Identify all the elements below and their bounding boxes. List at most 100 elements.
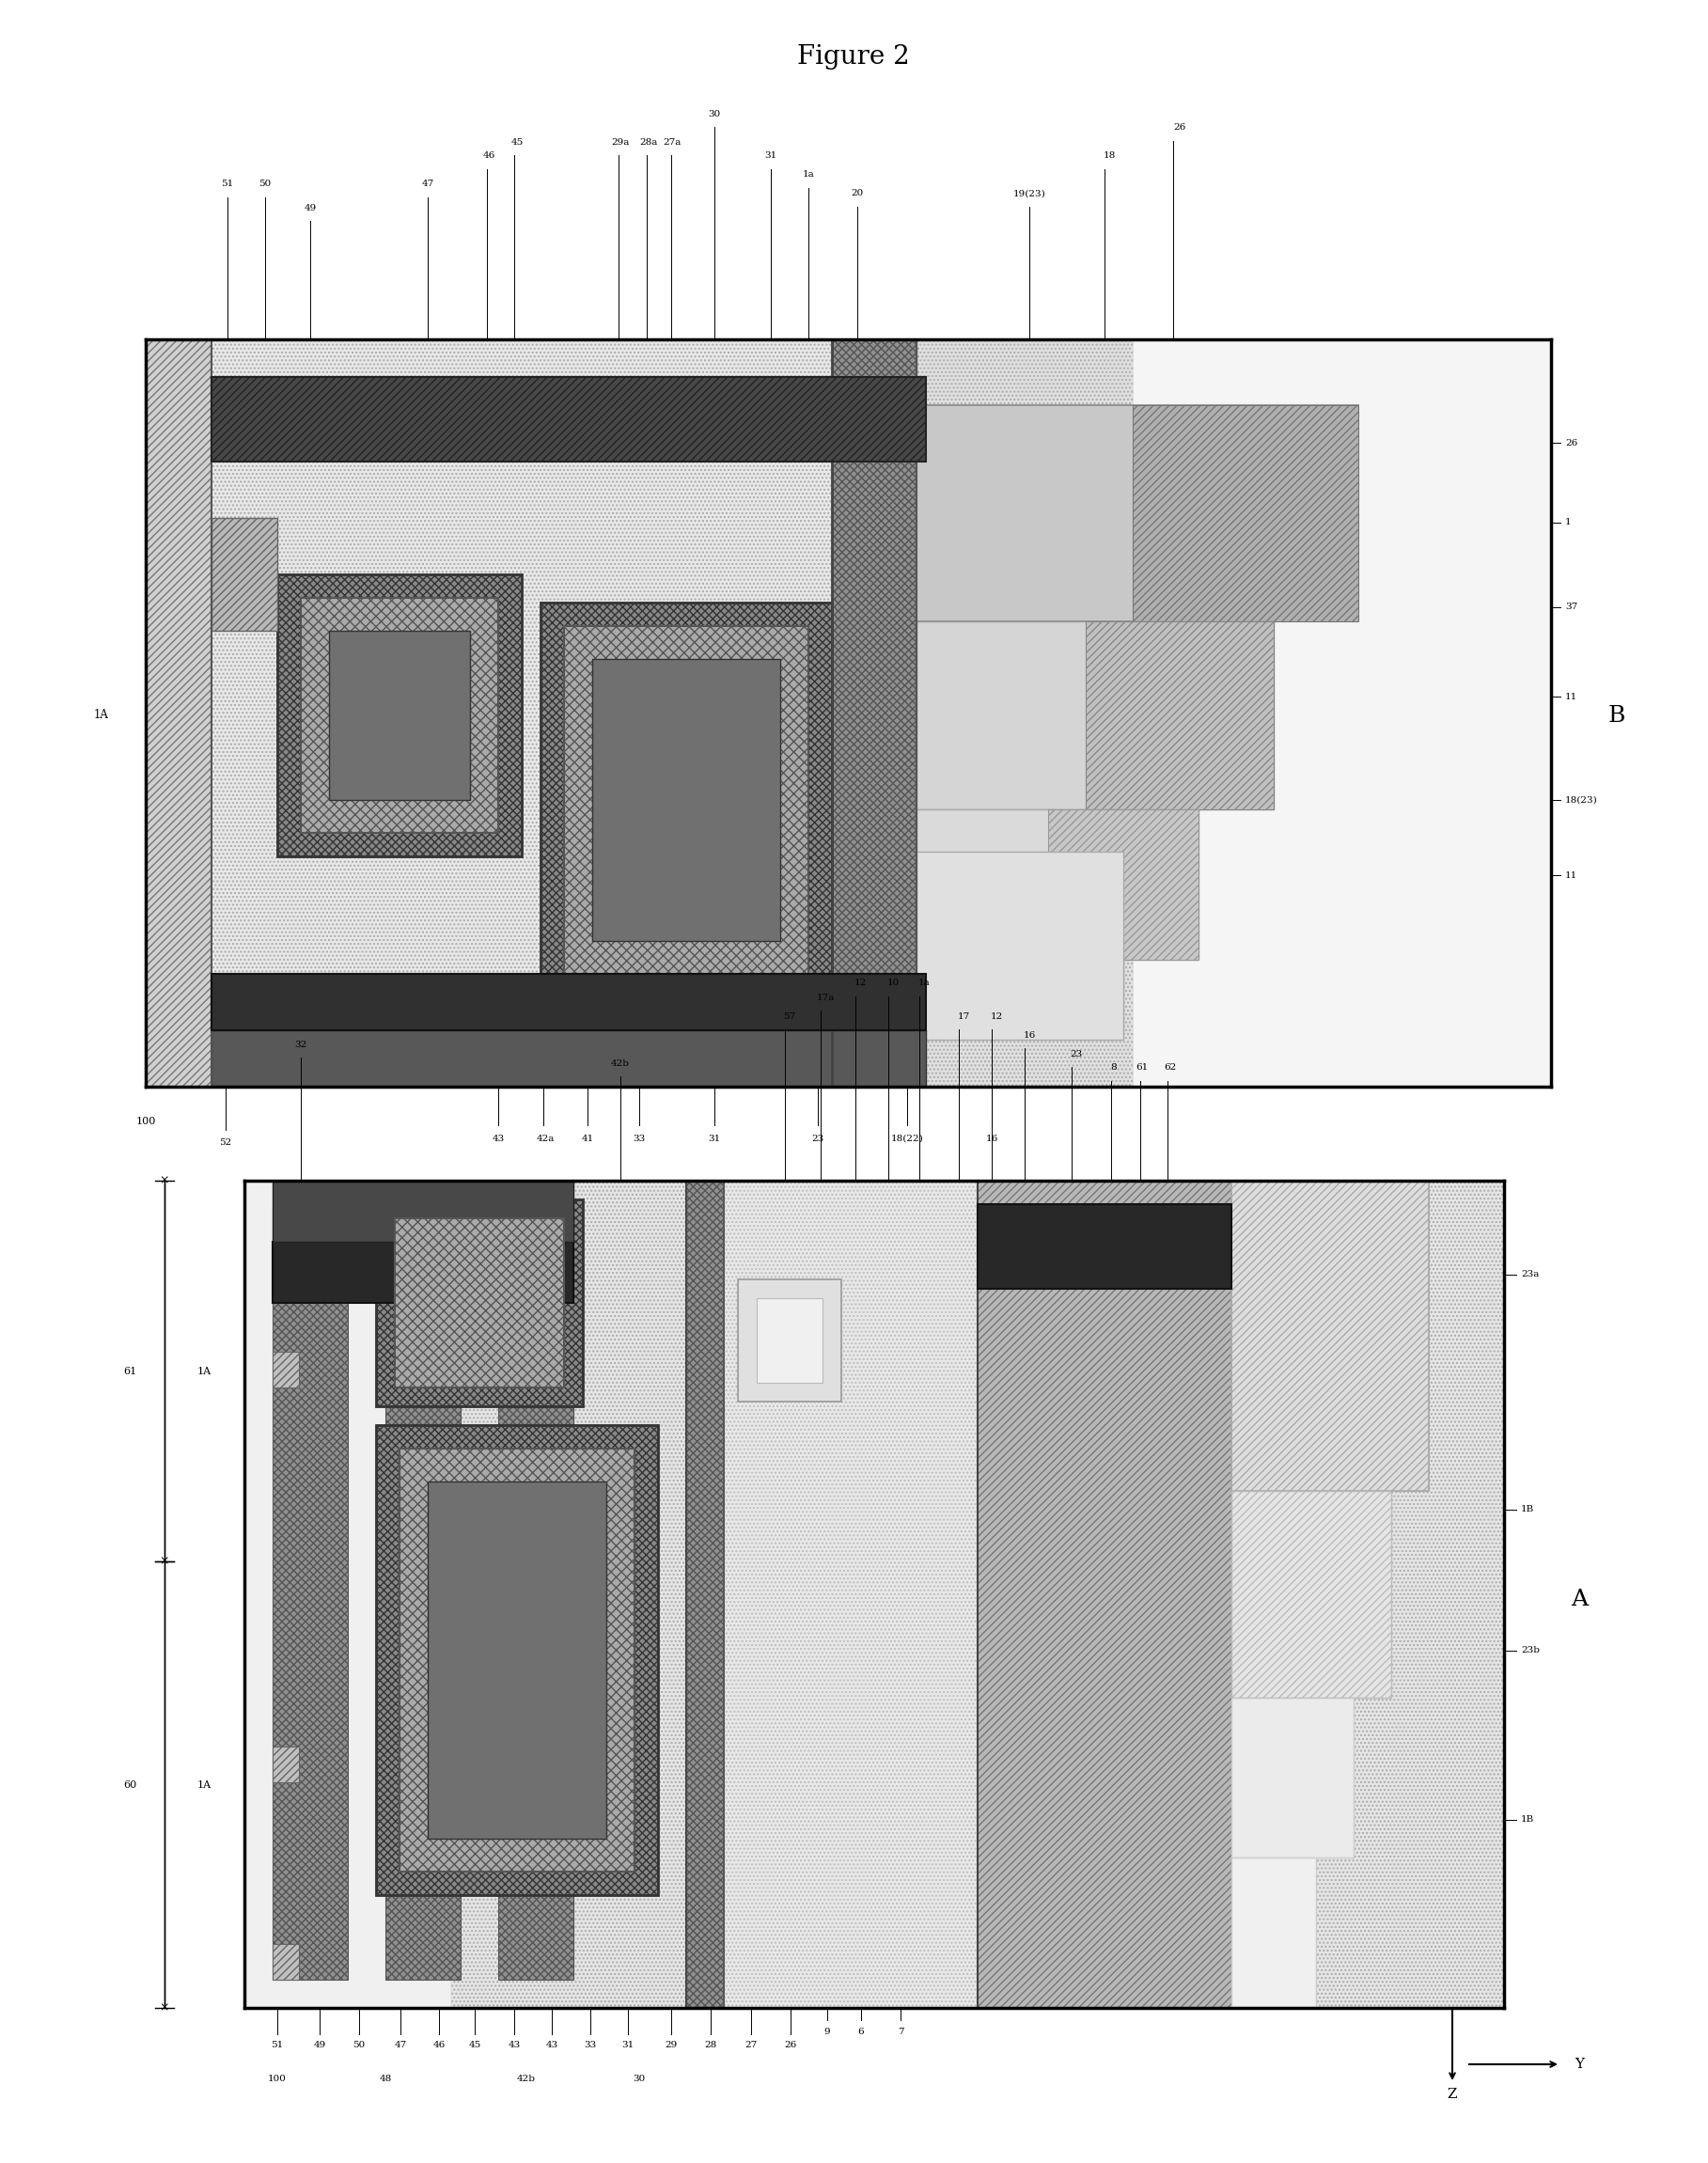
Text: 43: 43 <box>492 1133 504 1142</box>
Text: 37: 37 <box>1565 603 1578 612</box>
Text: 45: 45 <box>468 2042 482 2051</box>
Text: ×: × <box>159 2001 169 2014</box>
Text: 11: 11 <box>1565 692 1578 701</box>
Text: 42b: 42b <box>518 2074 536 2083</box>
Bar <box>917 809 1199 960</box>
Bar <box>330 632 470 800</box>
Text: 48: 48 <box>379 2074 391 2083</box>
Text: 20: 20 <box>851 190 864 197</box>
Text: A: A <box>1571 1588 1588 1609</box>
Text: Figure 2: Figure 2 <box>798 45 910 69</box>
Text: 46: 46 <box>483 151 495 160</box>
Bar <box>273 1352 299 1386</box>
Text: 17a: 17a <box>816 993 835 1001</box>
Text: 11: 11 <box>1565 872 1578 880</box>
Text: 1A: 1A <box>198 1367 212 1376</box>
Bar <box>145 340 212 1086</box>
Bar <box>400 1449 634 1871</box>
Text: 47: 47 <box>395 2042 407 2051</box>
Text: 16: 16 <box>1023 1032 1035 1038</box>
Text: 18: 18 <box>1103 151 1115 160</box>
Text: 1B: 1B <box>1520 1815 1534 1823</box>
Text: 61: 61 <box>1136 1064 1148 1073</box>
Bar <box>1231 1490 1392 1698</box>
Text: 17: 17 <box>956 1012 970 1021</box>
Text: 42a: 42a <box>536 1133 555 1142</box>
Bar <box>1086 621 1274 809</box>
Bar <box>1132 340 1551 1086</box>
Text: 28a: 28a <box>639 138 658 147</box>
Text: ×: × <box>159 1175 169 1187</box>
Bar <box>376 1200 582 1406</box>
Text: 8: 8 <box>1110 1064 1117 1073</box>
Text: 61: 61 <box>123 1367 137 1376</box>
Bar <box>212 1030 926 1086</box>
Text: 26: 26 <box>1565 439 1578 448</box>
Bar <box>244 1181 1505 2007</box>
Text: 50: 50 <box>354 2042 366 2051</box>
Bar <box>1132 404 1358 621</box>
Bar <box>386 1209 461 1979</box>
Text: 18(22): 18(22) <box>892 1133 924 1142</box>
Bar <box>977 1205 1231 1289</box>
Bar <box>395 1218 564 1386</box>
Bar <box>540 603 832 997</box>
Text: 47: 47 <box>422 180 434 188</box>
Text: 28: 28 <box>704 2042 717 2051</box>
Bar <box>832 340 917 1086</box>
Text: 51: 51 <box>222 180 234 188</box>
Bar <box>277 575 521 857</box>
Text: 1B: 1B <box>1520 1505 1534 1514</box>
Bar <box>273 1209 348 1979</box>
Bar <box>917 340 1132 1086</box>
Bar <box>301 597 499 833</box>
Text: 33: 33 <box>634 1133 646 1142</box>
Bar <box>917 404 1358 621</box>
Bar <box>145 340 1551 1086</box>
Text: 23b: 23b <box>1520 1646 1539 1655</box>
Bar <box>376 1425 658 1895</box>
Text: 26: 26 <box>1173 123 1185 132</box>
Text: 7: 7 <box>897 2027 904 2035</box>
Text: 32: 32 <box>294 1040 307 1049</box>
Text: 100: 100 <box>268 2074 287 2083</box>
Bar <box>1231 1490 1392 1698</box>
Bar <box>1231 1858 1317 2007</box>
Text: 23a: 23a <box>1520 1270 1539 1278</box>
Bar <box>244 1181 1505 2007</box>
Text: 19(23): 19(23) <box>1013 190 1045 197</box>
Bar <box>427 1482 606 1839</box>
Text: 33: 33 <box>584 2042 596 2051</box>
Text: 43: 43 <box>545 2042 559 2051</box>
Text: Z: Z <box>1447 2087 1457 2100</box>
Text: 60: 60 <box>123 1780 137 1789</box>
Text: 16: 16 <box>986 1133 997 1142</box>
Text: 1A: 1A <box>198 1780 212 1789</box>
Bar <box>977 1181 1231 2007</box>
Text: 31: 31 <box>765 151 777 160</box>
Text: ×: × <box>159 1555 169 1568</box>
Text: 31: 31 <box>622 2042 634 2051</box>
Text: 49: 49 <box>304 203 316 212</box>
Bar <box>917 852 1124 1040</box>
Text: B: B <box>1609 705 1626 727</box>
Text: Y: Y <box>1575 2057 1583 2070</box>
Bar <box>273 1242 574 1302</box>
Bar <box>273 1746 299 1782</box>
Text: 46: 46 <box>432 2042 446 2051</box>
Text: 23: 23 <box>811 1133 823 1142</box>
Text: 18(23): 18(23) <box>1565 796 1597 805</box>
Text: 27: 27 <box>745 2042 757 2051</box>
Text: 29: 29 <box>664 2042 678 2051</box>
Bar <box>687 1181 724 2007</box>
Text: 26: 26 <box>784 2042 796 2051</box>
Text: 6: 6 <box>857 2027 864 2035</box>
Bar <box>1049 809 1199 960</box>
Bar <box>212 340 832 1086</box>
Bar <box>1231 1698 1354 1858</box>
Text: 29a: 29a <box>611 138 630 147</box>
Bar <box>212 376 926 461</box>
Text: 12: 12 <box>854 980 866 988</box>
Text: 30: 30 <box>709 110 721 119</box>
Text: 52: 52 <box>219 1140 232 1146</box>
